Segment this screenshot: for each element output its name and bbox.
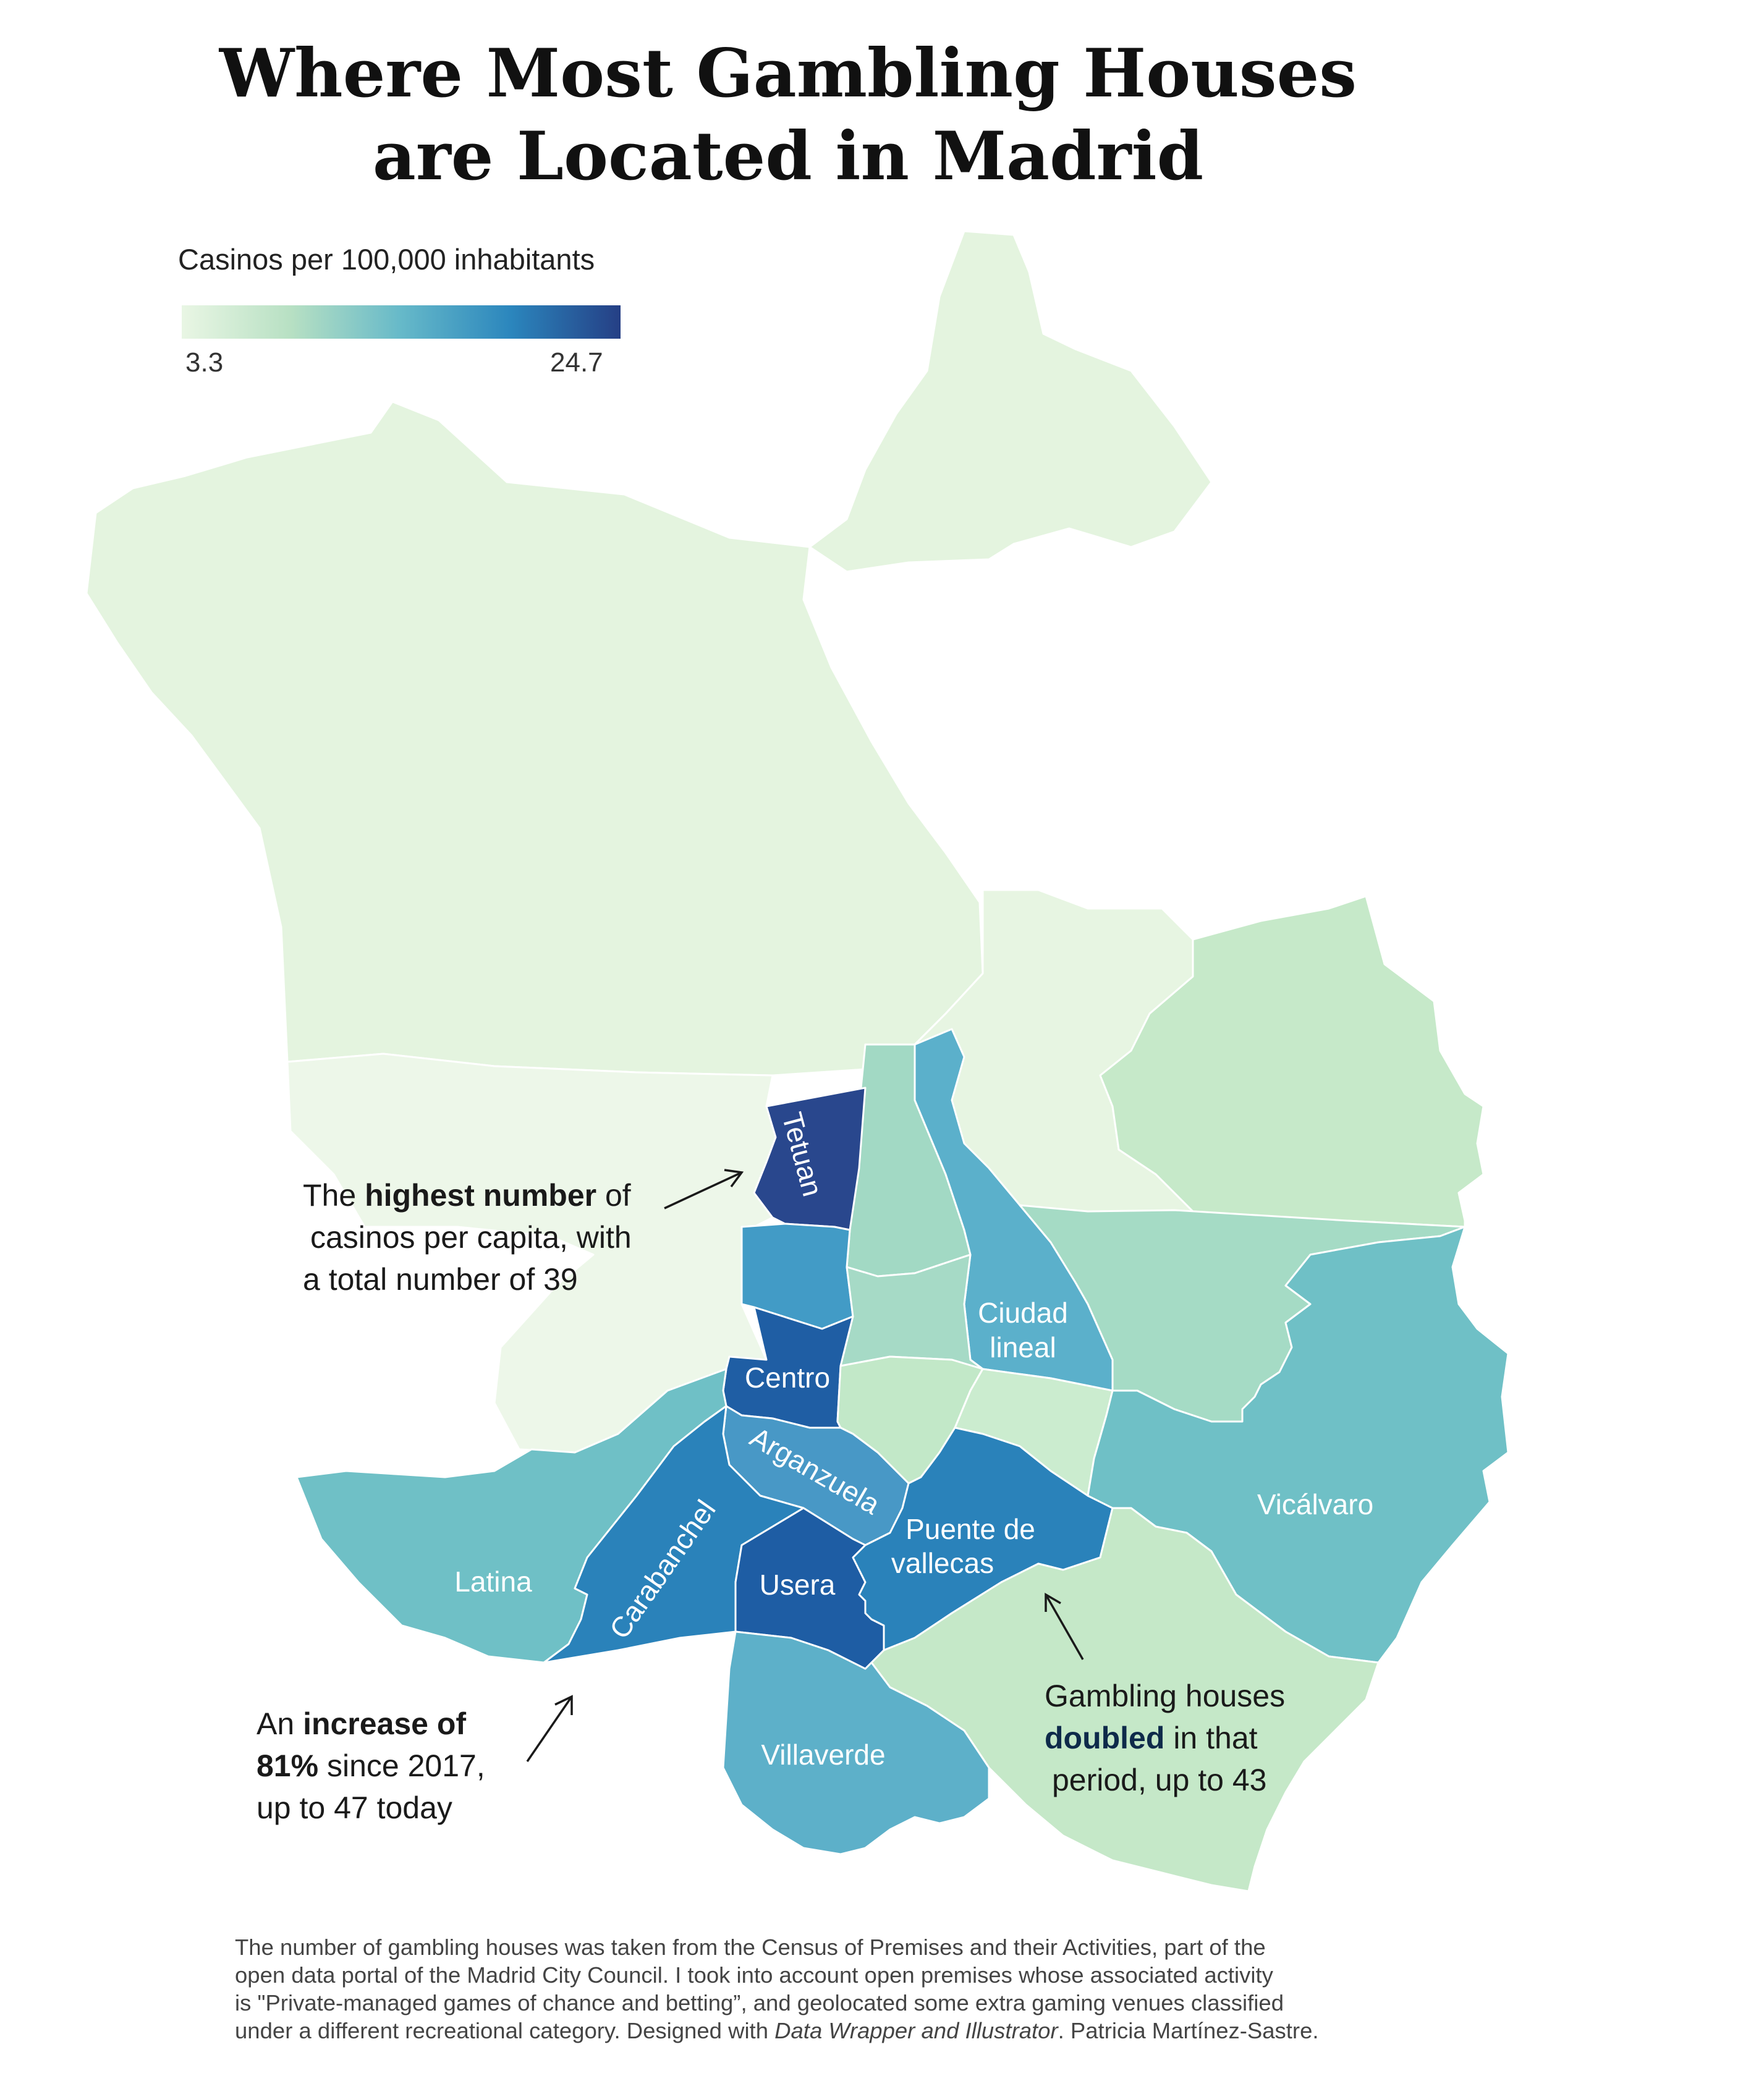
annotation-bold-highest: highest number [365,1178,597,1213]
annotation-bold-doubled: doubled [1045,1721,1165,1755]
district-carabanchel[interactable] [543,1405,805,1664]
legend-min-label: 3.3 [185,347,224,378]
district-barajas[interactable] [1099,895,1485,1228]
annotation-arrow-carabanchel [526,1695,573,1762]
label-puente-de-vallecas-2: vallecas [891,1547,994,1579]
annotation-arrow-vallecas [1045,1592,1084,1660]
page-title: Where Most Gambling Houses are Located i… [0,32,1576,198]
title-line-1: Where Most Gambling Houses [219,35,1357,112]
district-villa-de-vallecas[interactable] [870,1507,1380,1892]
label-usera: Usera [760,1569,836,1601]
district-villaverde[interactable] [722,1630,990,1855]
label-ciudad-lineal-1: Ciudad [978,1297,1068,1329]
legend-color-scale [182,305,621,339]
annotation-doubled: Gambling houses doubled in that period, … [1045,1679,1286,1797]
annotation-highest-number: The highest number of casinos per capita… [303,1178,632,1297]
label-ciudad-lineal-2: lineal [990,1331,1056,1363]
legend-title: Casinos per 100,000 inhabitants [178,243,595,276]
label-vicalvaro: Vicálvaro [1257,1488,1373,1520]
annotation-increase: An increase of 81% since 2017, up to 47 … [257,1706,485,1825]
annotation-bold-percent: 81% [257,1748,319,1783]
label-villaverde: Villaverde [761,1739,885,1771]
label-centro: Centro [745,1362,830,1394]
label-puente-de-vallecas-1: Puente de [905,1513,1035,1545]
source-footnote: The number of gambling houses was taken … [235,1935,1319,2043]
legend-max-label: 24.7 [550,347,603,378]
annotation-arrow-tetuan [664,1169,744,1210]
title-line-2: are Located in Madrid [372,117,1204,195]
annotation-bold-increase: increase of [303,1706,467,1741]
label-latina: Latina [454,1566,532,1598]
